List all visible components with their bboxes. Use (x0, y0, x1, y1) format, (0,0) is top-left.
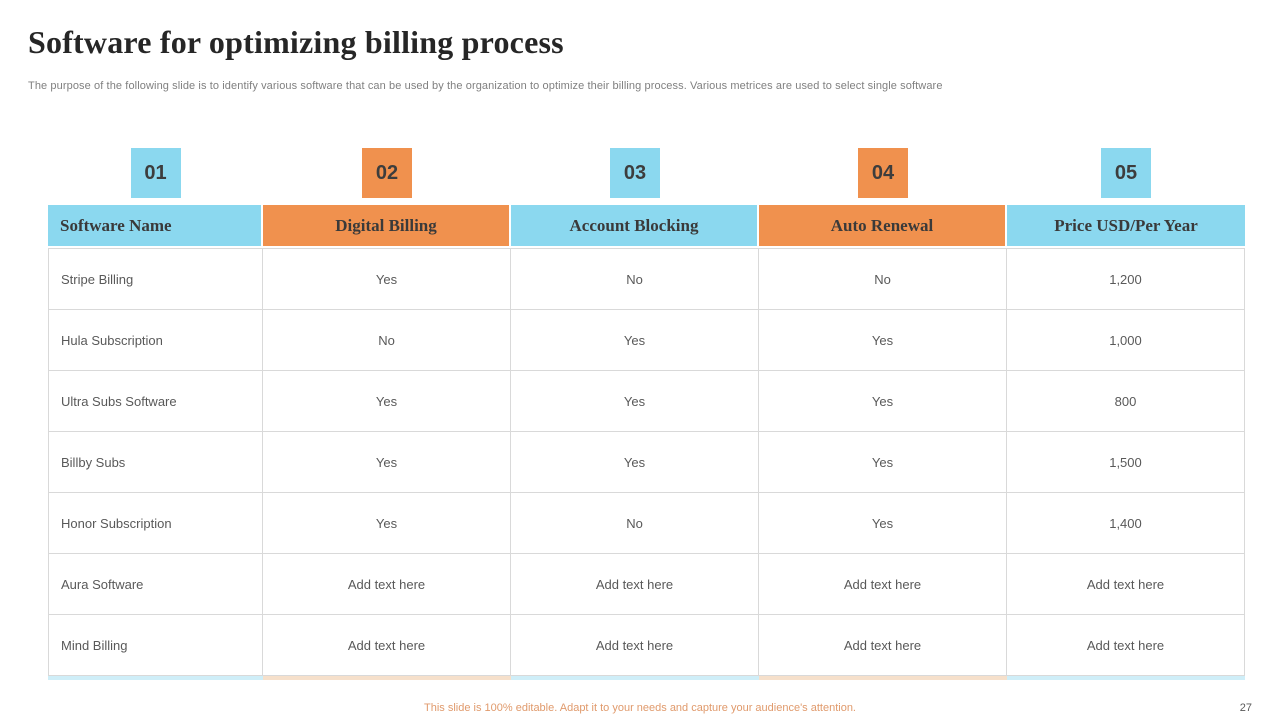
table-cell: Yes (263, 371, 511, 431)
add-text-placeholder[interactable]: Add text here (759, 554, 1007, 614)
table-cell: No (263, 310, 511, 370)
accent-segment (759, 676, 1007, 680)
table-bottom-accent-border (48, 676, 1245, 680)
row-label-cell: Billby Subs (48, 432, 263, 492)
table-cell: Yes (263, 493, 511, 553)
slide-page-number: 27 (1239, 702, 1252, 714)
table-cell: No (759, 249, 1007, 309)
column-header-auto-renewal: Auto Renewal (759, 205, 1005, 246)
table-cell: 1,500 (1007, 432, 1245, 492)
table-row-hula-subscription: Hula Subscription No Yes Yes 1,000 (48, 310, 1245, 371)
step-badge-01: 01 (130, 148, 181, 198)
add-text-placeholder[interactable]: Add text here (511, 615, 759, 675)
table-cell: 1,000 (1007, 310, 1245, 370)
step-badge-05: 05 (1101, 148, 1151, 198)
row-label-cell: Honor Subscription (48, 493, 263, 553)
table-cell: No (511, 493, 759, 553)
table-cell: Yes (759, 432, 1007, 492)
table-row-mind-billing: Mind Billing Add text here Add text here… (48, 615, 1245, 676)
table-cell: Yes (759, 310, 1007, 370)
add-text-placeholder[interactable]: Add text here (511, 554, 759, 614)
add-text-placeholder[interactable]: Add text here (759, 615, 1007, 675)
table-cell: 1,200 (1007, 249, 1245, 309)
table-cell: Yes (511, 432, 759, 492)
table-cell: Yes (263, 249, 511, 309)
row-label-cell: Ultra Subs Software (48, 371, 263, 431)
row-label-cell: Aura Software (48, 554, 263, 614)
table-cell: No (511, 249, 759, 309)
software-comparison-table: Software Name Digital Billing Account Bl… (48, 205, 1245, 680)
column-header-software-name: Software Name (48, 205, 261, 246)
table-header-row: Software Name Digital Billing Account Bl… (48, 205, 1245, 246)
step-badge-03: 03 (610, 148, 660, 198)
column-header-digital-billing: Digital Billing (263, 205, 509, 246)
table-body: Stripe Billing Yes No No 1,200 Hula Subs… (48, 248, 1245, 676)
table-cell: Yes (511, 310, 759, 370)
table-cell: 1,400 (1007, 493, 1245, 553)
table-cell: Yes (511, 371, 759, 431)
table-row-aura-software: Aura Software Add text here Add text her… (48, 554, 1245, 615)
editable-footer-note: This slide is 100% editable. Adapt it to… (424, 702, 856, 714)
table-row-ultra-subs-software: Ultra Subs Software Yes Yes Yes 800 (48, 371, 1245, 432)
table-row-billby-subs: Billby Subs Yes Yes Yes 1,500 (48, 432, 1245, 493)
accent-segment (1007, 676, 1245, 680)
column-header-price: Price USD/Per Year (1007, 205, 1245, 246)
step-badge-04: 04 (858, 148, 908, 198)
add-text-placeholder[interactable]: Add text here (1007, 554, 1245, 614)
row-label-cell: Hula Subscription (48, 310, 263, 370)
column-header-account-blocking: Account Blocking (511, 205, 757, 246)
step-number-badges: 01 02 03 04 05 (48, 148, 1245, 198)
table-cell: Yes (759, 493, 1007, 553)
accent-segment (511, 676, 759, 680)
table-cell: Yes (263, 432, 511, 492)
table-row-stripe-billing: Stripe Billing Yes No No 1,200 (48, 249, 1245, 310)
add-text-placeholder[interactable]: Add text here (263, 554, 511, 614)
table-row-honor-subscription: Honor Subscription Yes No Yes 1,400 (48, 493, 1245, 554)
row-label-cell: Stripe Billing (48, 249, 263, 309)
page-title: Software for optimizing billing process (28, 24, 564, 60)
table-cell: Yes (759, 371, 1007, 431)
accent-segment (263, 676, 511, 680)
add-text-placeholder[interactable]: Add text here (1007, 615, 1245, 675)
add-text-placeholder[interactable]: Add text here (263, 615, 511, 675)
step-badge-02: 02 (362, 148, 412, 198)
slide-subtitle: The purpose of the following slide is to… (28, 80, 943, 92)
accent-segment (48, 676, 263, 680)
table-cell: 800 (1007, 371, 1245, 431)
row-label-cell: Mind Billing (48, 615, 263, 675)
